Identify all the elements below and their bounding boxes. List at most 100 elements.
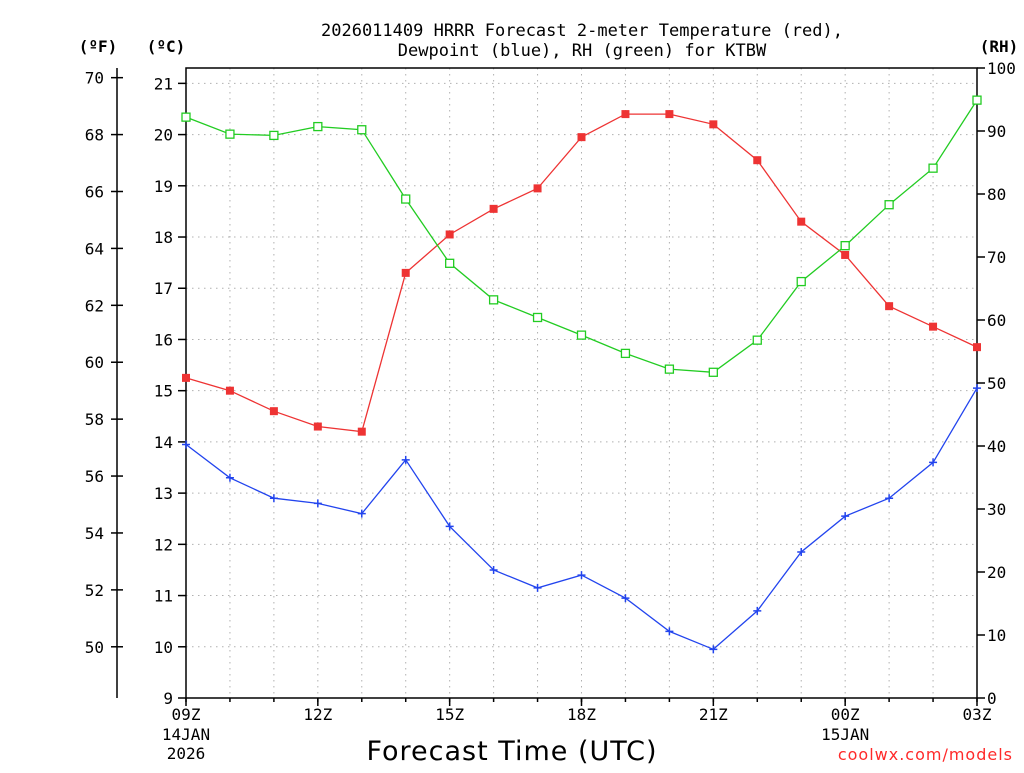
rh-point bbox=[401, 194, 411, 204]
dewpoint-point bbox=[182, 440, 190, 449]
date-tick-label: 2026 bbox=[167, 744, 206, 763]
fahrenheit-tick-label: 66 bbox=[85, 182, 104, 201]
celsius-tick-label: 16 bbox=[154, 330, 173, 349]
celsius-tick-label: 21 bbox=[154, 74, 173, 93]
rh-tick-label: 0 bbox=[987, 689, 997, 708]
time-tick-label: 12Z bbox=[303, 705, 332, 724]
grid-layer bbox=[186, 68, 977, 698]
axes-layer bbox=[116, 67, 978, 699]
rh-tick-label: 30 bbox=[987, 500, 1006, 519]
rh-point bbox=[664, 364, 675, 374]
temperature-point bbox=[401, 268, 410, 277]
rh-point bbox=[708, 367, 718, 377]
rh-tick-label: 90 bbox=[987, 122, 1006, 141]
fahrenheit-tick-label: 60 bbox=[85, 353, 104, 372]
rh-tick-label: 20 bbox=[987, 563, 1006, 582]
dewpoint-point bbox=[753, 606, 762, 615]
rh-point bbox=[884, 200, 894, 210]
rh-unit-label: (RH) bbox=[980, 37, 1019, 56]
temperature-point bbox=[621, 110, 630, 119]
dewpoint-point bbox=[885, 494, 894, 503]
rh-point bbox=[269, 130, 279, 141]
rh-point bbox=[796, 276, 806, 287]
date-tick-label: 15JAN bbox=[821, 725, 869, 744]
temperature-point bbox=[225, 386, 234, 395]
time-tick-label: 15Z bbox=[435, 705, 464, 724]
dewpoint-point bbox=[665, 627, 674, 636]
dewpoint-point bbox=[401, 455, 410, 464]
temperature-point bbox=[709, 120, 718, 129]
rh-point bbox=[445, 258, 455, 268]
ticks-layer: 9 10 11 12 13 14 15 16 17 18 19 20 21 50 52 54 56 58 60 62 6… bbox=[85, 59, 1016, 763]
celsius-tick-label: 14 bbox=[154, 433, 173, 452]
time-tick-label: 21Z bbox=[699, 705, 728, 724]
temperature-point bbox=[313, 422, 322, 431]
rh-point bbox=[313, 121, 323, 132]
fahrenheit-tick-label: 50 bbox=[85, 638, 104, 657]
temperature-point bbox=[753, 156, 762, 165]
fahrenheit-tick-label: 58 bbox=[85, 410, 104, 429]
rh-point bbox=[225, 129, 235, 139]
dewpoint-point bbox=[269, 494, 278, 503]
celsius-tick-label: 15 bbox=[154, 382, 173, 401]
dewpoint-point bbox=[841, 512, 850, 521]
rh-point bbox=[357, 125, 367, 135]
rh-tick-label: 60 bbox=[987, 311, 1006, 330]
rh-point bbox=[928, 163, 938, 173]
dewpoint-point bbox=[709, 645, 718, 654]
temperature-point bbox=[665, 110, 674, 119]
celsius-tick-label: 13 bbox=[154, 484, 173, 503]
time-tick-label: 03Z bbox=[963, 705, 992, 724]
chart-title-line-1: 2026011409 HRRR Forecast 2-meter Tempera… bbox=[321, 21, 843, 41]
rh-point bbox=[620, 348, 631, 359]
rh-point bbox=[532, 312, 543, 323]
rh-point bbox=[488, 295, 499, 305]
temperature-point bbox=[182, 373, 190, 382]
dewpoint-point bbox=[533, 583, 542, 592]
time-tick-label: 09Z bbox=[172, 705, 201, 724]
time-tick-label: 18Z bbox=[567, 705, 596, 724]
dewpoint-point bbox=[445, 522, 454, 531]
celsius-tick-label: 17 bbox=[154, 279, 173, 298]
series-layer bbox=[181, 95, 982, 654]
temperature-point bbox=[841, 250, 850, 259]
fahrenheit-tick-label: 70 bbox=[85, 69, 104, 88]
time-tick-label: 00Z bbox=[831, 705, 860, 724]
celsius-tick-label: 12 bbox=[154, 535, 173, 554]
date-tick-label: 14JAN bbox=[162, 725, 210, 744]
rh-tick-label: 50 bbox=[987, 374, 1006, 393]
rh-point bbox=[181, 112, 191, 122]
temperature-point bbox=[357, 427, 366, 436]
rh-tick-label: 10 bbox=[987, 626, 1006, 645]
dewpoint-point bbox=[489, 565, 498, 574]
credit-label: coolwx.com/models bbox=[838, 745, 1013, 764]
celsius-tick-label: 11 bbox=[154, 587, 173, 606]
dewpoint-point bbox=[797, 548, 806, 557]
dewpoint-point bbox=[577, 571, 586, 580]
dewpoint-point bbox=[225, 473, 234, 482]
celsius-unit-label: (ºC) bbox=[147, 37, 186, 56]
temperature-point bbox=[489, 204, 498, 213]
fahrenheit-unit-label: (ºF) bbox=[79, 37, 118, 56]
temperature-point bbox=[973, 343, 981, 352]
celsius-tick-label: 18 bbox=[154, 228, 173, 247]
dewpoint-point bbox=[357, 509, 366, 518]
temperature-point bbox=[797, 217, 806, 226]
fahrenheit-tick-label: 52 bbox=[85, 581, 104, 600]
fahrenheit-tick-label: 64 bbox=[85, 239, 104, 258]
temperature-point bbox=[269, 407, 278, 416]
temperature-point bbox=[445, 230, 454, 239]
fahrenheit-tick-label: 68 bbox=[85, 126, 104, 145]
celsius-tick-label: 10 bbox=[154, 638, 173, 657]
dewpoint-point bbox=[313, 499, 322, 508]
dewpoint-point bbox=[929, 458, 938, 467]
dewpoint-point bbox=[973, 384, 981, 393]
celsius-tick-label: 20 bbox=[154, 126, 173, 145]
rh-tick-label: 80 bbox=[987, 185, 1006, 204]
temperature-point bbox=[885, 302, 894, 311]
x-axis-label: Forecast Time (UTC) bbox=[366, 736, 657, 767]
rh-point bbox=[752, 335, 762, 345]
celsius-tick-label: 19 bbox=[154, 177, 173, 196]
